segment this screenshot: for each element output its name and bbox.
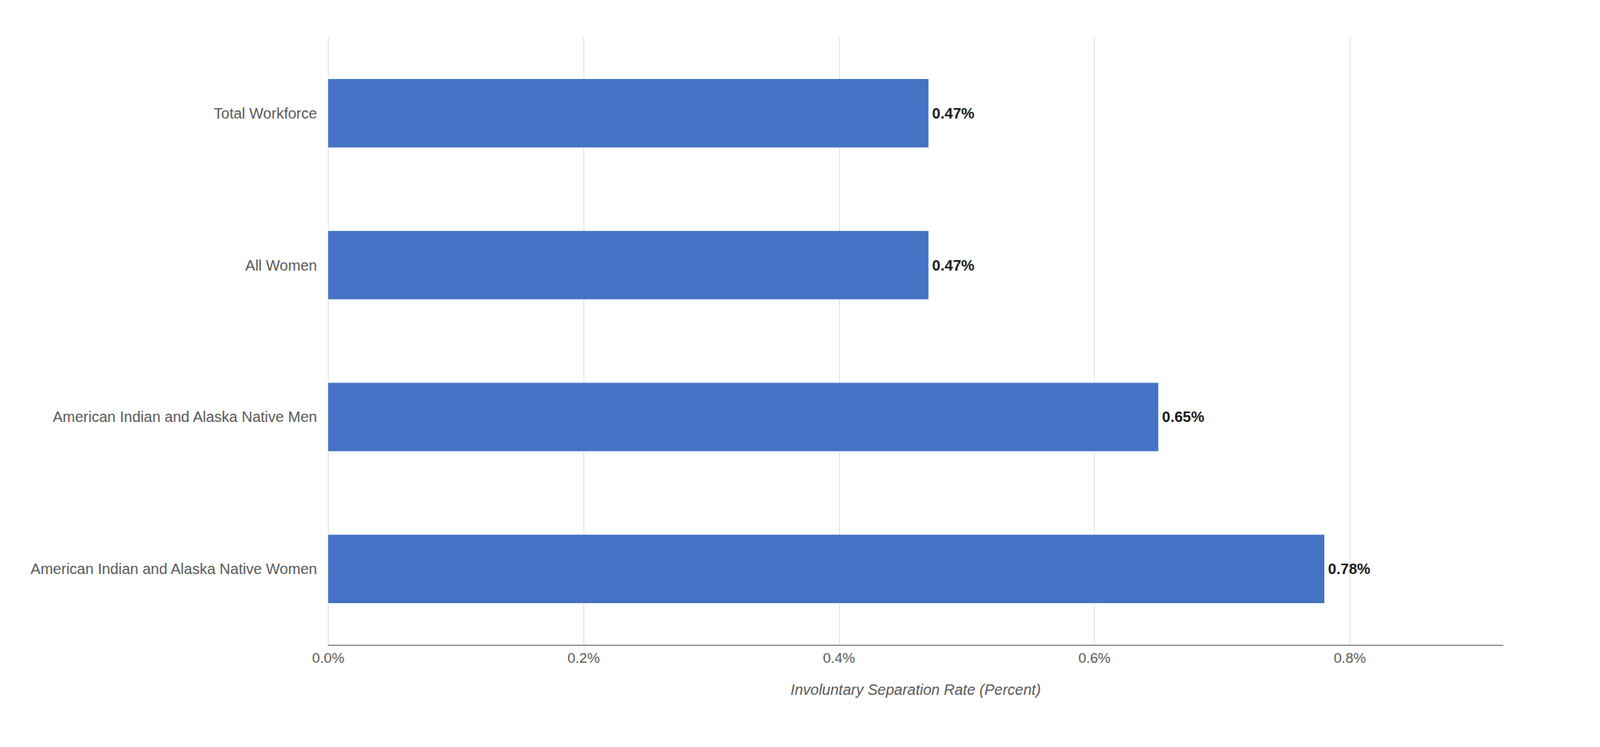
svg-text:All Women: All Women (245, 257, 317, 274)
svg-text:0.0%: 0.0% (312, 649, 345, 666)
svg-text:Total Workforce: Total Workforce (213, 105, 318, 122)
svg-text:0.65%: 0.65% (1161, 408, 1205, 425)
svg-text:0.47%: 0.47% (932, 105, 975, 122)
svg-text:American Indian and Alaska Nat: American Indian and Alaska Native Women (30, 560, 317, 577)
svg-text:0.6%: 0.6% (1078, 649, 1111, 666)
svg-text:0.8%: 0.8% (1333, 649, 1366, 666)
svg-text:Involuntary Separation Rate (P: Involuntary Separation Rate (Percent) (790, 681, 1042, 698)
svg-text:0.47%: 0.47% (932, 257, 975, 274)
svg-text:0.78%: 0.78% (1327, 560, 1371, 577)
svg-text:American Indian and Alaska Nat: American Indian and Alaska Native Men (52, 408, 318, 425)
svg-text:0.4%: 0.4% (822, 649, 855, 666)
svg-text:0.2%: 0.2% (567, 649, 600, 666)
